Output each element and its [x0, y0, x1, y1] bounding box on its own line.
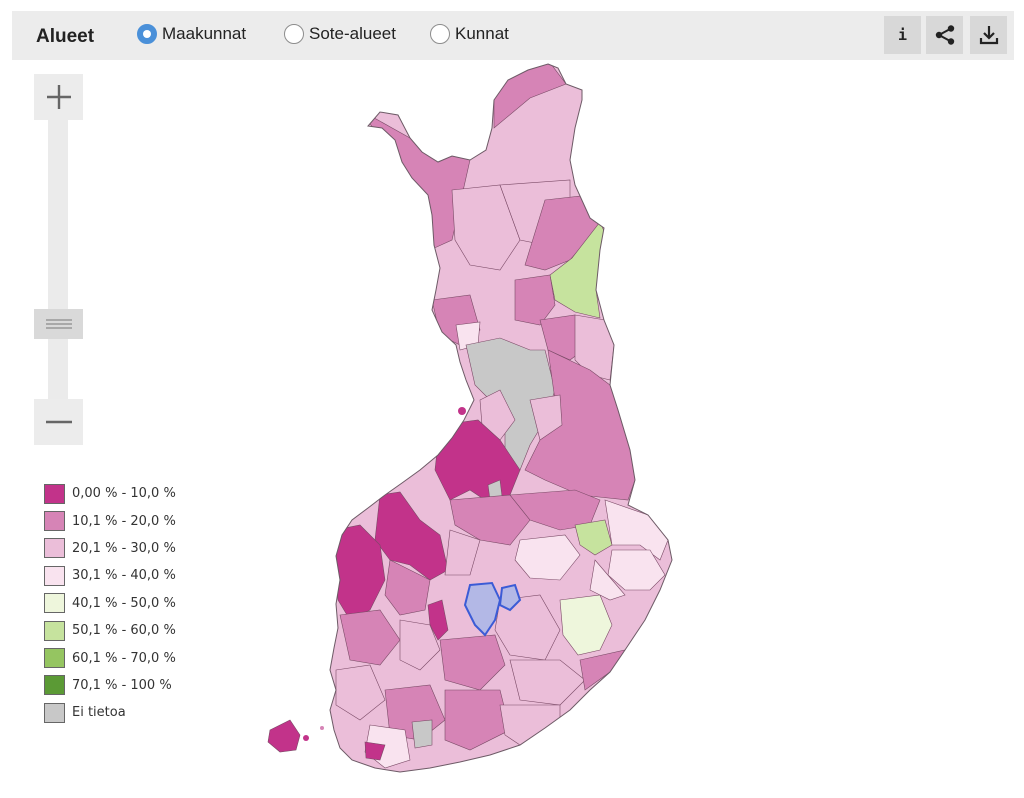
- legend-item: 10,1 % - 20,0 %: [44, 507, 176, 534]
- island: [320, 726, 324, 730]
- radio-button-maakunnat[interactable]: [137, 24, 157, 44]
- legend-swatch: [44, 620, 65, 641]
- legend-label: 20,1 % - 30,0 %: [72, 540, 176, 556]
- legend-swatch: [44, 511, 65, 532]
- toolbar-title: Alueet: [36, 26, 95, 47]
- radio-label-kunnat: Kunnat: [455, 24, 509, 43]
- finland-choropleth-map[interactable]: [250, 60, 690, 775]
- legend-item: 60,1 % - 70,0 %: [44, 644, 176, 671]
- share-button[interactable]: [926, 16, 963, 54]
- zoom-slider-handle[interactable]: [34, 309, 83, 339]
- region: [384, 559, 431, 616]
- map-regions: [330, 64, 672, 772]
- selected-region: [463, 581, 502, 637]
- share-icon: [935, 25, 954, 45]
- info-button[interactable]: i: [884, 16, 921, 54]
- region-dark: [427, 599, 449, 641]
- region-dark: [374, 491, 449, 581]
- legend-label: 0,00 % - 10,0 %: [72, 486, 176, 502]
- download-button[interactable]: [970, 16, 1007, 54]
- region: [509, 659, 586, 706]
- plus-icon: [46, 85, 71, 109]
- legend-label: 70,1 % - 100 %: [72, 677, 172, 693]
- legend-item: Ei tietoa: [44, 699, 176, 726]
- radio-button-kunnat[interactable]: [430, 24, 450, 44]
- legend-label: 30,1 % - 40,0 %: [72, 568, 176, 584]
- region: [339, 609, 401, 666]
- radio-maakunnat[interactable]: Maakunnat: [137, 24, 246, 44]
- legend-item: 0,00 % - 10,0 %: [44, 480, 176, 507]
- legend-label: Ei tietoa: [72, 705, 126, 721]
- radio-button-sote-alueet[interactable]: [284, 24, 304, 44]
- legend-swatch: [44, 483, 65, 504]
- region-no-data: [411, 719, 433, 749]
- region: [444, 529, 481, 576]
- radio-label-sote-alueet: Sote-alueet: [309, 24, 396, 43]
- legend-swatch: [44, 648, 65, 669]
- region: [514, 534, 581, 581]
- finland-outline: [329, 63, 673, 773]
- island: [458, 407, 466, 415]
- toolbar: Alueet Maakunnat Sote-alueet Kunnat i: [12, 11, 1014, 60]
- region: [444, 689, 511, 751]
- legend-label: 50,1 % - 60,0 %: [72, 623, 176, 639]
- radio-label-maakunnat: Maakunnat: [162, 24, 247, 43]
- legend-label: 60,1 % - 70,0 %: [72, 650, 176, 666]
- legend-label: 10,1 % - 20,0 %: [72, 513, 176, 529]
- radio-sote-alueet[interactable]: Sote-alueet: [284, 24, 396, 44]
- region: [574, 519, 613, 556]
- legend-item: 20,1 % - 30,0 %: [44, 535, 176, 562]
- legend-swatch: [44, 675, 65, 696]
- legend-item: 40,1 % - 50,0 %: [44, 590, 176, 617]
- download-icon: [979, 26, 998, 45]
- legend-item: 30,1 % - 40,0 %: [44, 562, 176, 589]
- legend: 0,00 % - 10,0 % 10,1 % - 20,0 % 20,1 % -…: [44, 480, 176, 727]
- legend-swatch: [44, 538, 65, 559]
- island: [303, 735, 309, 741]
- info-icon: i: [897, 26, 908, 44]
- region: [589, 559, 626, 601]
- region: [439, 634, 506, 691]
- region: [479, 389, 516, 441]
- radio-kunnat[interactable]: Kunnat: [430, 24, 509, 44]
- region: [529, 394, 563, 441]
- region: [399, 619, 441, 671]
- region-aland: [267, 719, 301, 753]
- region-dark: [334, 524, 386, 621]
- minus-icon: [45, 420, 72, 424]
- region: [514, 274, 556, 326]
- legend-item: 50,1 % - 60,0 %: [44, 617, 176, 644]
- zoom-in-button[interactable]: [34, 74, 83, 120]
- legend-swatch: [44, 593, 65, 614]
- region: [335, 664, 386, 721]
- legend-label: 40,1 % - 50,0 %: [72, 595, 176, 611]
- selected-region: [498, 583, 522, 612]
- region-dark: [364, 741, 386, 761]
- zoom-out-button[interactable]: [34, 399, 83, 445]
- legend-item: 70,1 % - 100 %: [44, 672, 176, 699]
- legend-swatch: [44, 565, 65, 586]
- region: [359, 109, 471, 251]
- zoom-slider-track[interactable]: [48, 118, 68, 402]
- grip-icon: [45, 319, 72, 329]
- legend-swatch: [44, 702, 65, 723]
